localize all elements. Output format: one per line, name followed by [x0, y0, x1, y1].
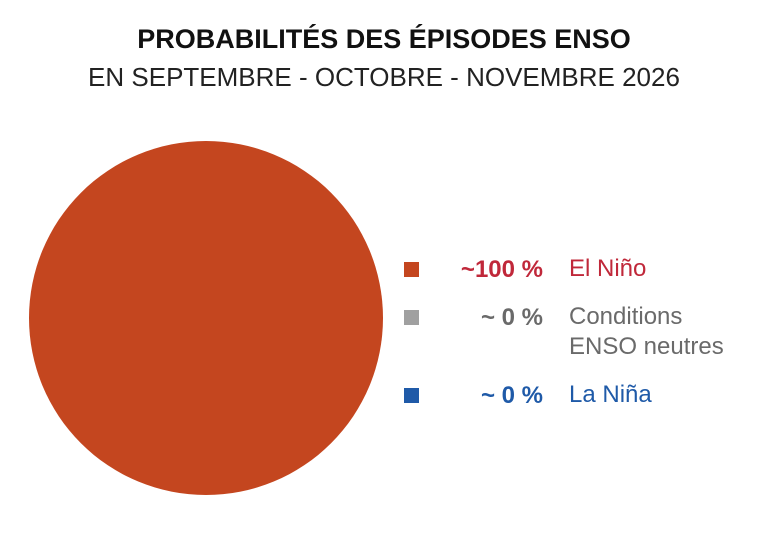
value-label: ~ 0 %	[480, 304, 543, 331]
legend-swatch	[404, 262, 419, 277]
legend-item: ~ 0 % La Niña	[404, 381, 749, 410]
legend-swatch	[404, 388, 419, 403]
pie-slice	[29, 141, 383, 495]
legend-label: Conditions ENSO neutres	[569, 303, 724, 360]
value-label: ~100 %	[460, 256, 543, 283]
value-label: ~ 0 %	[480, 382, 543, 409]
legend-swatch	[404, 310, 419, 325]
legend-label: La Niña	[569, 381, 652, 408]
legend-label: El Niño	[569, 255, 647, 282]
chart-title: PROBABILITÉS DES ÉPISODES ENSO	[137, 24, 631, 54]
legend-item: ~100 % El Niño	[404, 255, 749, 284]
pie	[29, 141, 383, 495]
chart-subtitle: EN SEPTEMBRE - OCTOBRE - NOVEMBRE 2026	[88, 62, 680, 92]
legend-item: ~ 0 % Conditions ENSO neutres	[404, 303, 749, 362]
